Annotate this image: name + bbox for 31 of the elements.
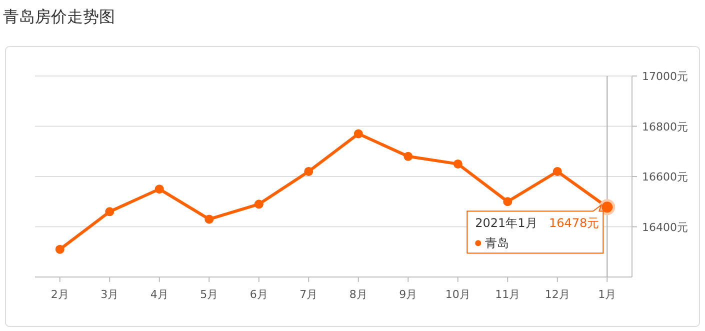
x-tick-label: 5月 bbox=[200, 288, 218, 301]
point bbox=[404, 152, 413, 161]
point bbox=[354, 129, 363, 138]
point bbox=[503, 197, 512, 206]
x-tick-label: 6月 bbox=[250, 288, 268, 301]
point bbox=[552, 166, 562, 176]
y-tick-label: 16400元 bbox=[642, 220, 688, 234]
point bbox=[254, 200, 264, 209]
x-tick-label: 8月 bbox=[349, 288, 368, 301]
annotation: 2021年1月 bbox=[475, 216, 538, 230]
point bbox=[154, 184, 164, 194]
y-tick-label: 17000元 bbox=[642, 70, 688, 83]
x-tick-label: 11月 bbox=[495, 288, 520, 301]
legend-label: 青岛 bbox=[485, 236, 510, 250]
x-tick-label: 9月 bbox=[399, 288, 418, 301]
chart-title: 青岛房价走势图 bbox=[3, 7, 115, 26]
x-tick-label: 7月 bbox=[300, 288, 318, 301]
x-tick-label: 2月 bbox=[50, 288, 69, 301]
point bbox=[105, 207, 114, 216]
x-tick-label: 3月 bbox=[100, 288, 119, 301]
x-tick-label: 10月 bbox=[445, 288, 470, 301]
point bbox=[204, 214, 214, 224]
point bbox=[304, 166, 314, 176]
point bbox=[55, 244, 64, 254]
x-tick-label: 12月 bbox=[544, 288, 570, 301]
point bbox=[453, 159, 462, 168]
y-tick-label: 16800元 bbox=[642, 120, 688, 134]
data-label: 16478元 bbox=[548, 216, 600, 230]
x-tick-label: 4月 bbox=[150, 288, 168, 301]
y-tick-label: 16600元 bbox=[642, 170, 688, 184]
x-tick-label: 1月 bbox=[598, 288, 616, 301]
